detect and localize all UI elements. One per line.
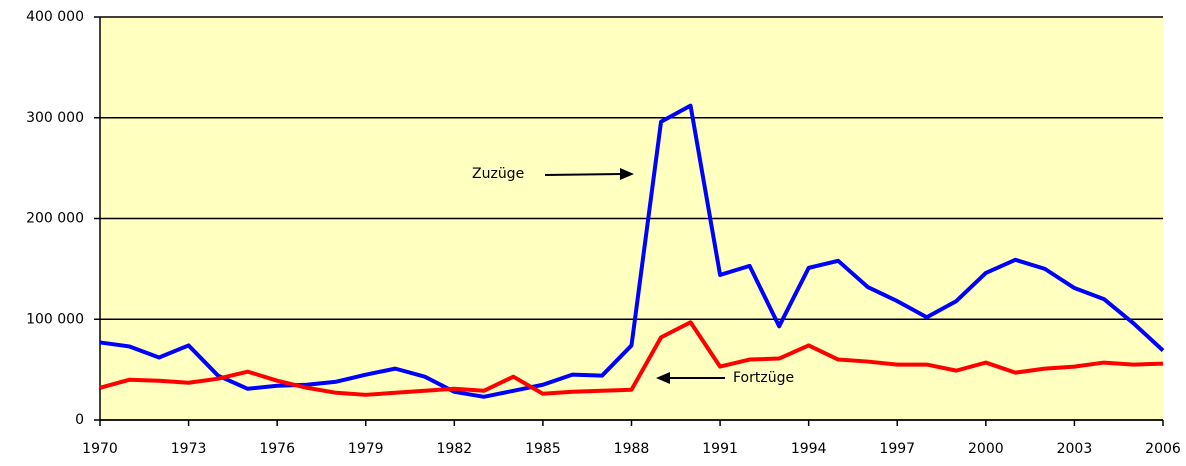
x-tick-label: 1979	[348, 441, 384, 457]
arrow	[544, 173, 623, 176]
annotation-zuzuege: Zuzüge	[472, 166, 524, 182]
annotation-fortzuege: Fortzüge	[733, 370, 794, 386]
arrow-head	[620, 168, 634, 180]
x-tick-label: 1982	[437, 441, 473, 457]
x-tick-label: 2003	[1057, 441, 1093, 457]
x-tick-label: 1988	[614, 441, 650, 457]
y-tick-label: 200 000	[26, 211, 84, 227]
x-tick-label: 1970	[82, 441, 118, 457]
annotations: Zuzüge Fortzüge	[472, 166, 794, 386]
x-tick-label: 1976	[259, 441, 295, 457]
x-tick-label: 1994	[791, 441, 827, 457]
series-line	[99, 103, 1165, 399]
arrow-head	[656, 372, 670, 384]
x-tick-label: 1991	[702, 441, 738, 457]
x-tick-label: 1985	[525, 441, 561, 457]
y-tick-label: 300 000	[26, 110, 84, 126]
x-tick-label: 2000	[968, 441, 1004, 457]
series-line	[99, 320, 1164, 397]
x-tick-label: 1973	[171, 441, 207, 457]
y-tick-label: 100 000	[26, 311, 84, 327]
x-tick-label: 1997	[879, 441, 915, 457]
y-tick-label: 0	[75, 412, 84, 428]
y-tick-label: 400 000	[26, 9, 84, 25]
x-tick-label: 2006	[1145, 441, 1181, 457]
